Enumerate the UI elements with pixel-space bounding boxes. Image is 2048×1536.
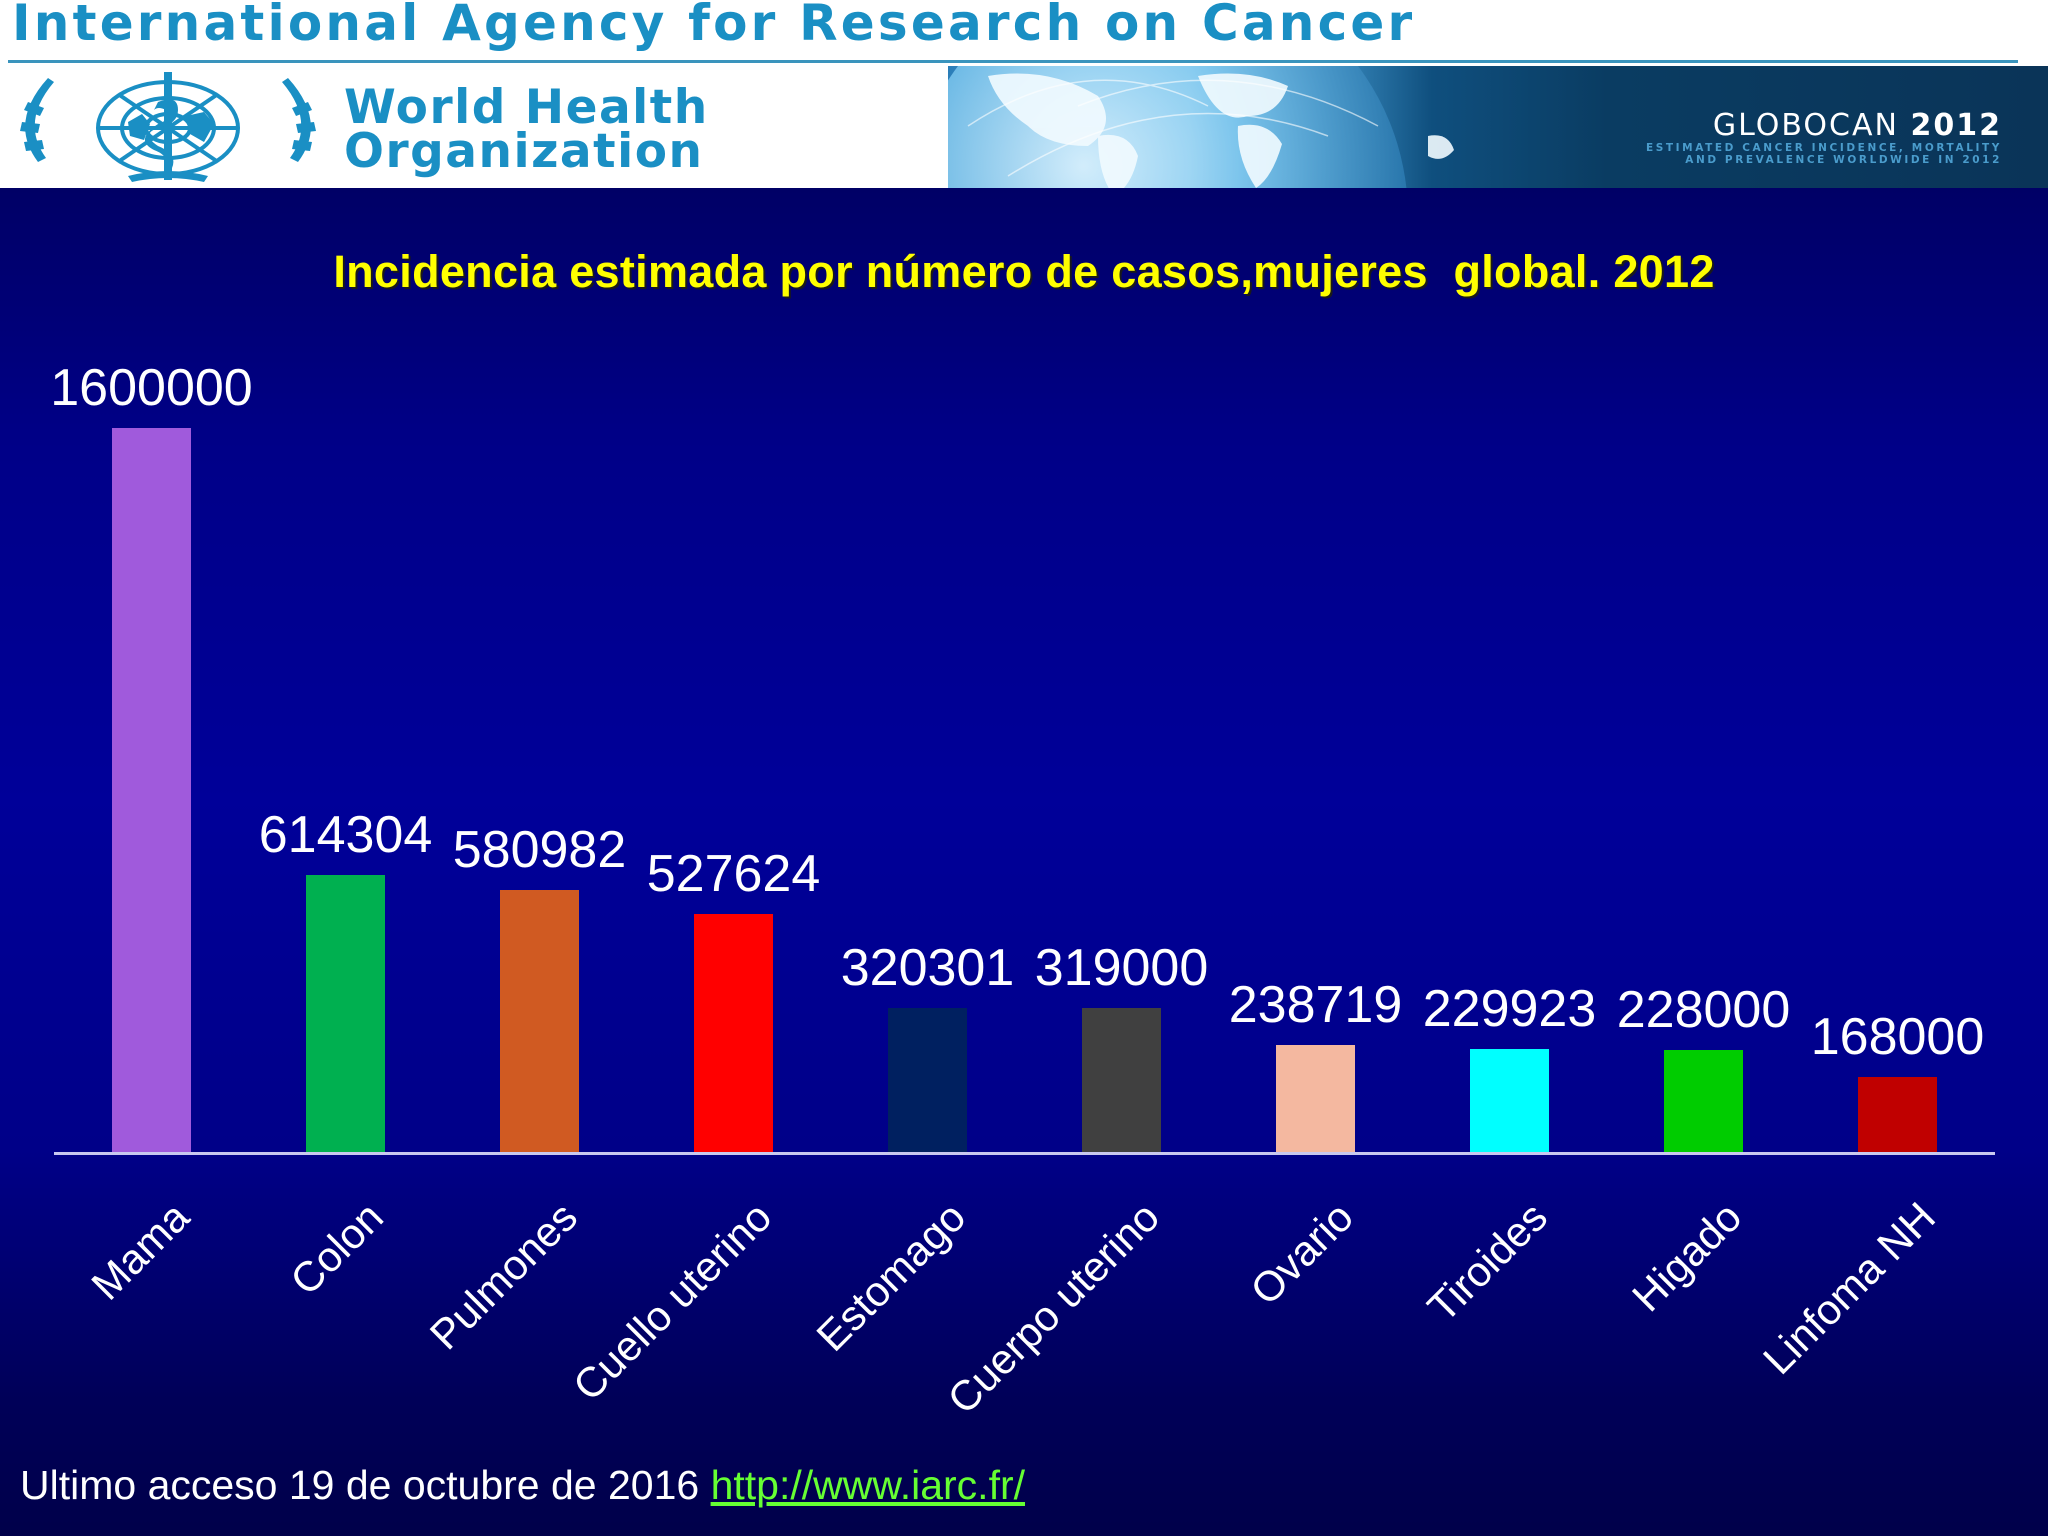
agency-title: International Agency for Research on Can… [12, 0, 1416, 52]
value-label: 229923 [1422, 980, 1597, 1038]
bar-colon [306, 875, 385, 1153]
category-label: Ovario [1240, 1193, 1362, 1314]
bar-estomago [888, 1008, 967, 1153]
who-emblem-icon [20, 72, 316, 182]
globocan-banner: GLOBOCAN 2012 ESTIMATED CANCER INCIDENCE… [948, 66, 2048, 188]
value-label: 614304 [258, 806, 433, 864]
bar-cuerpo-uterino [1082, 1008, 1161, 1153]
category-label: Higado [1622, 1193, 1750, 1321]
header-divider [8, 60, 2018, 63]
who-name-line1: World Health [344, 80, 709, 135]
category-label: Colon [280, 1193, 392, 1304]
globe-icon [948, 66, 1454, 188]
value-label: 168000 [1810, 1008, 1985, 1066]
category-label: Mama [81, 1193, 198, 1309]
who-name: World Health Organization [344, 80, 709, 179]
bar-cuello-uterino [694, 914, 773, 1153]
category-label: Pulmones [420, 1193, 586, 1359]
footer-source: Ultimo acceso 19 de octubre de 2016 http… [20, 1462, 1025, 1509]
value-label: 527624 [646, 845, 821, 903]
bar-tiroides [1470, 1049, 1549, 1153]
bar-pulmones [500, 890, 579, 1153]
source-link[interactable]: http://www.iarc.fr/ [710, 1462, 1026, 1508]
value-label: 238719 [1228, 976, 1403, 1034]
value-label: 319000 [1034, 939, 1209, 997]
x-axis-line [54, 1152, 1995, 1155]
category-label: Tiroides [1417, 1193, 1556, 1331]
value-label: 580982 [452, 821, 627, 879]
bar-linfoma-nh [1858, 1077, 1937, 1153]
globocan-subtitle-2: AND PREVALENCE WORLDWIDE IN 2012 [1685, 154, 2002, 166]
category-label: Linfoma NH [1753, 1193, 1944, 1384]
value-label: 1600000 [50, 359, 253, 417]
bar-ovario [1276, 1045, 1355, 1153]
globocan-subtitle-1: ESTIMATED CANCER INCIDENCE, MORTALITY [1645, 142, 2002, 154]
globocan-name: GLOBOCAN [1712, 108, 1899, 143]
category-label: Estomago [806, 1193, 974, 1360]
who-name-line2: Organization [344, 124, 704, 179]
globocan-logo: GLOBOCAN 2012 ESTIMATED CANCER INCIDENCE… [1645, 108, 2002, 167]
value-label: 320301 [840, 939, 1015, 997]
bar-mama [112, 428, 191, 1153]
bar-higado [1664, 1050, 1743, 1153]
value-label: 228000 [1616, 981, 1791, 1039]
footer-text: Ultimo acceso 19 de octubre de 2016 [20, 1462, 711, 1508]
chart-title: Incidencia estimada por número de casos,… [333, 246, 1715, 297]
header-banner: International Agency for Research on Can… [0, 0, 2048, 188]
category-label: Cuello uterino [563, 1193, 780, 1410]
globocan-year: 2012 [1910, 108, 2002, 143]
